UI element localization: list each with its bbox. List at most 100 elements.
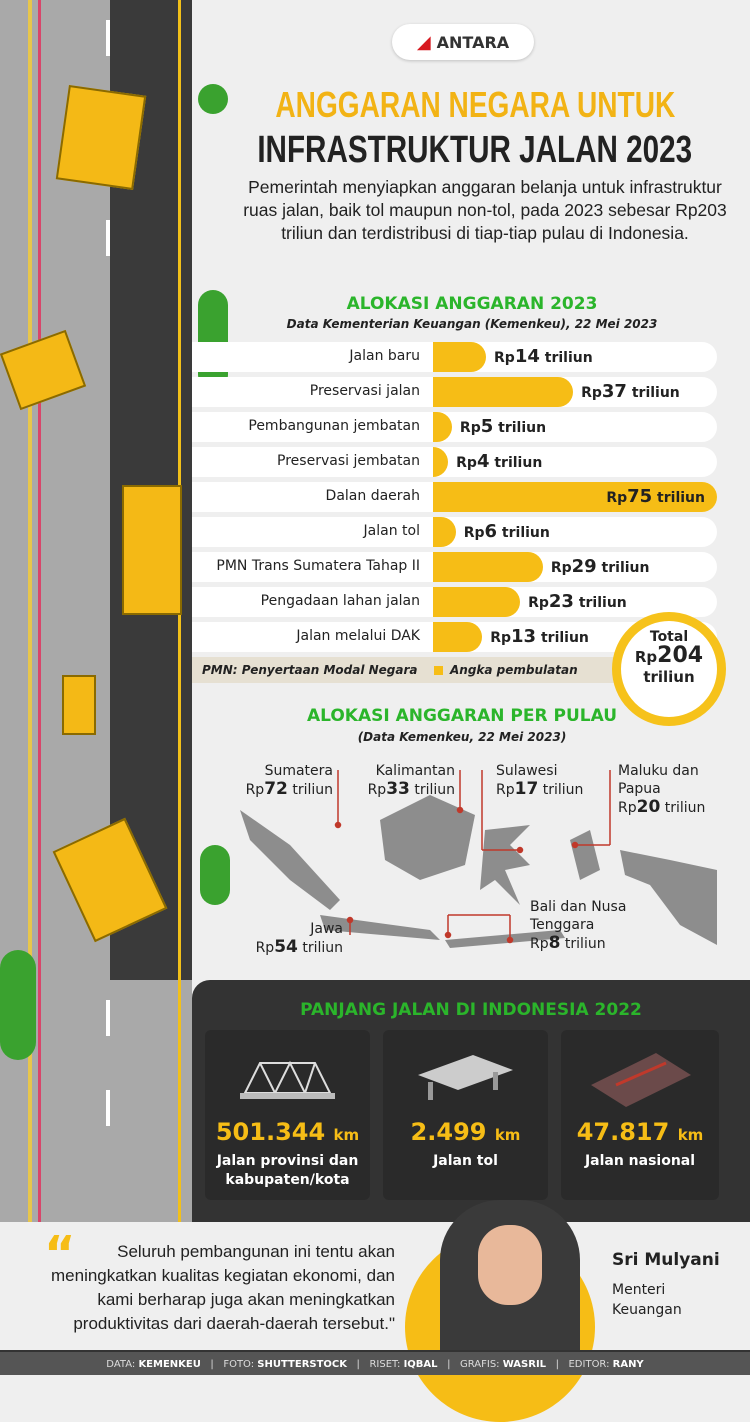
- tree-icon: [0, 950, 36, 1060]
- intro-text: Pemerintah menyiapkan anggaran belanja u…: [243, 177, 727, 243]
- island-maluku-papua: Maluku dan Papua Rp20 triliun: [618, 763, 706, 817]
- bar-row: Preservasi jembatan Rp4 triliun: [192, 447, 717, 477]
- islands-subtitle: (Data Kemenkeu, 22 Mei 2023): [357, 730, 567, 744]
- total-amount: Rp204: [634, 643, 704, 668]
- lane-dash: [106, 1000, 110, 1036]
- bar-value-label: Rp13 triliun: [490, 626, 589, 647]
- road-value: 2.499 km: [410, 1118, 521, 1146]
- bar: [433, 552, 543, 582]
- note-pmn: PMN: Penyertaan Modal Negara: [202, 663, 418, 677]
- title-line2-wrap: INFRASTRUKTUR JALAN 2023: [200, 128, 750, 172]
- bar-label: PMN Trans Sumatera Tahap II: [216, 558, 420, 574]
- total-badge: Total Rp204 triliun: [612, 612, 726, 726]
- national-road-icon: [591, 1053, 691, 1107]
- speaker-name: Sri Mulyani: [612, 1250, 720, 1270]
- bar-value-label: Rp29 triliun: [550, 556, 650, 577]
- bar: [433, 447, 449, 477]
- bar-label: Dalan daerah: [325, 488, 420, 504]
- quote-text: Seluruh pembangunan ini tentu akan menin…: [51, 1242, 395, 1333]
- lane-dash: [106, 1090, 110, 1126]
- portrait-face: [478, 1225, 542, 1305]
- road-card-nasional: 47.817 km Jalan nasional: [561, 1030, 719, 1200]
- bar: [433, 622, 483, 652]
- bar: [433, 342, 486, 372]
- map-nusa-tenggara: [445, 930, 565, 948]
- road-edge-line: [28, 0, 32, 1222]
- bar-row: Jalan tol Rp6 triliun: [192, 517, 717, 547]
- island-jawa: Jawa Rp54 triliun: [255, 921, 343, 957]
- bar-value-label: Rp75 triliun: [606, 486, 705, 507]
- islands-title: ALOKASI ANGGARAN PER PULAU: [306, 706, 618, 726]
- speaker-role: Menteri Keuangan: [612, 1282, 682, 1318]
- island-sulawesi: Sulawesi Rp17 triliun: [496, 763, 584, 799]
- total-unit: triliun: [643, 668, 695, 686]
- bar-label: Jalan tol: [363, 523, 420, 539]
- map-sumatera: [240, 810, 340, 910]
- bar: [433, 482, 717, 512]
- bar-row: Jalan baru Rp14 triliun: [192, 342, 717, 372]
- road-card-tol: 2.499 km Jalan tol: [383, 1030, 548, 1200]
- map-papua: [620, 850, 717, 945]
- road-length-title: PANJANG JALAN DI INDONESIA 2022: [300, 1000, 642, 1020]
- credit-item: DATA: KEMENKEU: [106, 1359, 201, 1370]
- chart-notes: PMN: Penyertaan Modal Negara Angka pembu…: [192, 657, 632, 683]
- bar-label: Preservasi jembatan: [277, 453, 420, 469]
- credit-item: | GRAFIS: WASRIL: [437, 1359, 547, 1370]
- bar-label: Jalan melalui DAK: [296, 628, 420, 644]
- bar-label: Pembangunan jembatan: [248, 418, 420, 434]
- brand-name: ANTARA: [436, 32, 510, 52]
- bar-row: Dalan daerah Rp75 triliun: [192, 482, 717, 512]
- bar-value-label: Rp23 triliun: [528, 591, 627, 612]
- lane-dash: [106, 20, 110, 56]
- tree-icon: [198, 84, 228, 114]
- rounding-swatch: [434, 666, 443, 675]
- bridge-truss-icon: [240, 1060, 335, 1099]
- bar-value-label: Rp37 triliun: [581, 381, 680, 402]
- bar-row: Preservasi jalan Rp37 triliun: [192, 377, 717, 407]
- road-card-provinsi: 501.344 km Jalan provinsi dan kabupaten/…: [205, 1030, 370, 1200]
- chart-title: ALOKASI ANGGARAN 2023: [346, 294, 598, 314]
- road-label: Jalan tol: [433, 1153, 498, 1169]
- lane-dash: [106, 220, 110, 256]
- bar: [433, 517, 456, 547]
- title-line2: INFRASTRUKTUR JALAN 2023: [257, 129, 693, 171]
- bar-row: PMN Trans Sumatera Tahap II Rp29 triliun: [192, 552, 717, 582]
- bar-value-label: Rp5 triliun: [459, 416, 547, 437]
- antara-logo-icon: ◢: [416, 31, 431, 53]
- road-value: 47.817 km: [576, 1118, 704, 1146]
- bar-row: Pengadaan lahan jalan Rp23 triliun: [192, 587, 717, 617]
- indonesia-map: [240, 770, 717, 948]
- road-roller-icon: [122, 485, 182, 615]
- credits-bar: DATA: KEMENKEU | FOTO: SHUTTERSTOCK | RI…: [0, 1350, 750, 1375]
- road-label: Jalan nasional: [584, 1153, 696, 1169]
- antara-logo: ◢ ANTARA: [392, 24, 534, 60]
- island-bali-nusa-tenggara: Bali dan Nusa Tenggara Rp8 triliun: [530, 899, 627, 953]
- credit-item: | RISET: IQBAL: [347, 1359, 438, 1370]
- title-line1-wrap: ANGGARAN NEGARA UNTUK: [200, 84, 750, 126]
- map-maluku: [570, 830, 600, 880]
- bar-value-label: Rp4 triliun: [456, 451, 543, 472]
- title-line1: ANGGARAN NEGARA UNTUK: [275, 84, 675, 125]
- excavator-icon: [55, 85, 147, 190]
- bar-value-label: Rp6 triliun: [463, 521, 550, 542]
- bar-label: Jalan baru: [349, 348, 420, 364]
- map-kalimantan: [380, 795, 475, 880]
- road-edge-line: [38, 0, 41, 1222]
- bar: [433, 412, 452, 442]
- bar: [433, 587, 521, 617]
- compactor-icon: [62, 675, 96, 735]
- bar: [433, 377, 574, 407]
- note-rounding: Angka pembulatan: [450, 663, 578, 677]
- quote-mark-icon: “: [44, 1226, 76, 1282]
- island-sumatera: Sumatera Rp72 triliun: [245, 763, 333, 799]
- bar-label: Pengadaan lahan jalan: [260, 593, 420, 609]
- total-label: Total: [649, 629, 689, 645]
- map-sulawesi: [480, 825, 530, 905]
- bar-row: Pembangunan jembatan Rp5 triliun: [192, 412, 717, 442]
- chart-subtitle: Data Kementerian Keuangan (Kemenkeu), 22…: [286, 317, 658, 331]
- toll-road-icon: [418, 1055, 513, 1100]
- tree-icon: [200, 845, 230, 905]
- road-label: Jalan provinsi dan kabupaten/kota: [216, 1153, 359, 1188]
- credit-item: | EDITOR: RANY: [546, 1359, 644, 1370]
- credit-item: | FOTO: SHUTTERSTOCK: [200, 1359, 348, 1370]
